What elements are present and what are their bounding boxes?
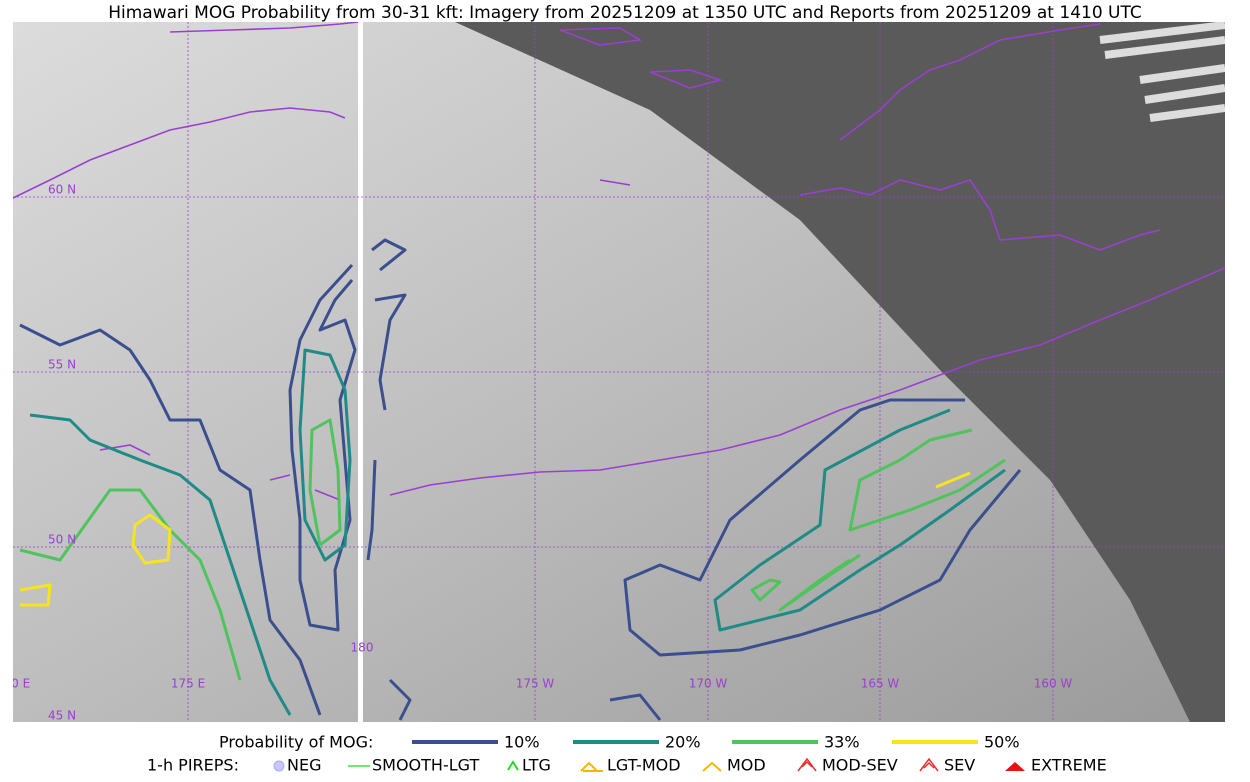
lon-label: 165 W: [861, 677, 900, 691]
lon-label: 175 E: [171, 677, 205, 691]
coastlines: [13, 22, 1225, 501]
pirep-icon: [919, 757, 939, 772]
graticule: [13, 22, 1225, 722]
pirep-icon: [273, 760, 285, 772]
lat-label: 60 N: [48, 183, 76, 197]
pirep-icon: [702, 761, 722, 772]
pirep-icon: [580, 761, 603, 772]
pirep-label: LTG: [522, 756, 551, 775]
legend-title: Probability of MOG:: [219, 733, 373, 752]
title: Himawari MOG Probability from 30-31 kft:…: [108, 3, 1142, 23]
image-artifact: [1099, 22, 1225, 122]
lon-label: 160 W: [1034, 677, 1073, 691]
pirep-label: LGT-MOD: [607, 756, 681, 775]
pirep-label: MOD-SEV: [822, 756, 898, 775]
probability-contours: [19, 238, 1022, 721]
legend-label: 10%: [504, 733, 540, 752]
map: 60 N 55 N 50 N 45 N 170 E 175 E 180 175 W 170 W 1…: [0, 22, 1225, 723]
lon-label: 180: [351, 641, 374, 655]
pirep-label: SMOOTH-LGT: [372, 756, 479, 775]
legend-label: 33%: [824, 733, 860, 752]
legend-label: 20%: [665, 733, 701, 752]
lon-label: 170 W: [689, 677, 728, 691]
pirep-icon: [797, 757, 817, 772]
no-data-region: [455, 22, 1225, 722]
pirep-icon: [507, 760, 519, 771]
pirep-label: MOD: [727, 756, 766, 775]
pireps-title: 1-h PIREPS:: [147, 756, 239, 775]
pirep-icon: [1005, 762, 1025, 771]
lat-label: 55 N: [48, 358, 76, 372]
lon-label: 170 E: [0, 677, 30, 691]
legend-label: 50%: [984, 733, 1020, 752]
date-line-gap: [358, 22, 363, 722]
pirep-label: SEV: [944, 756, 975, 775]
lat-label: 45 N: [48, 709, 76, 723]
lon-label: 175 W: [516, 677, 555, 691]
lat-label: 50 N: [48, 533, 76, 547]
pirep-label: NEG: [287, 756, 321, 775]
pirep-label: EXTREME: [1031, 756, 1107, 775]
